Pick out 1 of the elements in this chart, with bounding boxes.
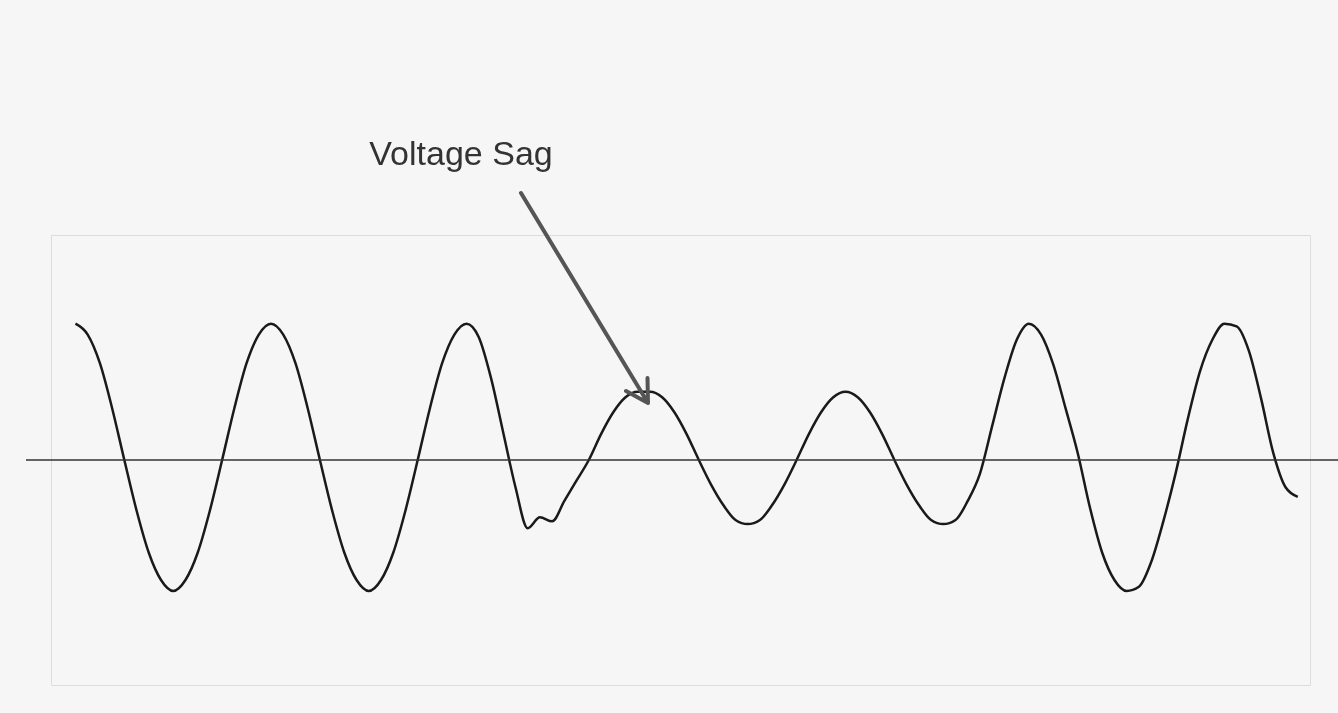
- text: Voltage Sag: [369, 134, 553, 172]
